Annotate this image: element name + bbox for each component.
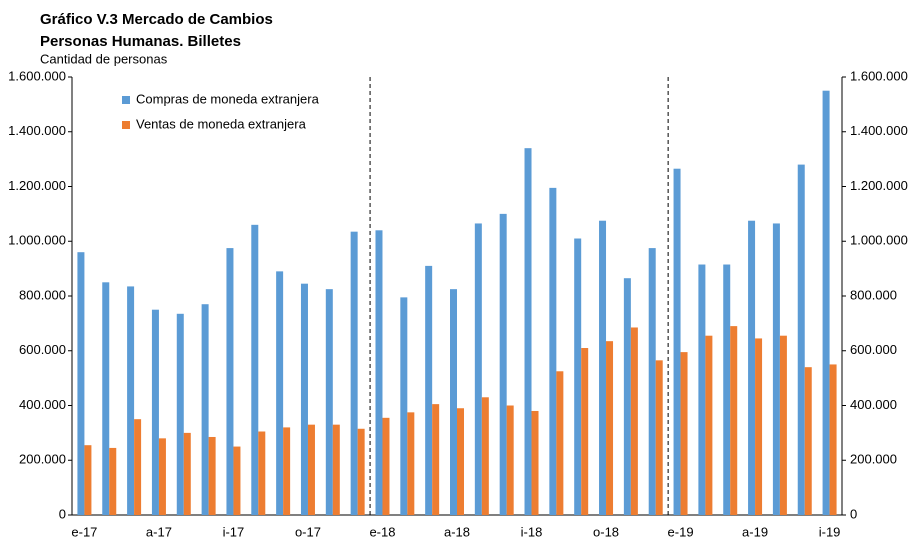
y2-tick-label: 1.400.000	[850, 123, 908, 138]
bar	[705, 335, 713, 515]
bar	[176, 313, 184, 515]
bar	[258, 431, 266, 515]
bar	[506, 405, 514, 515]
x-tick-label: i-17	[223, 524, 245, 539]
y2-tick-label: 0	[850, 506, 857, 521]
bar	[102, 282, 110, 515]
bar	[226, 248, 234, 515]
bar	[127, 286, 135, 515]
bar	[307, 424, 315, 515]
bar	[599, 220, 607, 515]
bar	[655, 360, 663, 515]
y-tick-label: 0	[59, 506, 66, 521]
bar	[556, 371, 564, 515]
bar	[375, 230, 383, 516]
y-tick-label: 400.000	[19, 397, 66, 412]
legend-swatch	[122, 121, 130, 129]
bar	[581, 348, 589, 515]
bar	[779, 335, 787, 515]
bar	[772, 223, 780, 516]
bar	[606, 341, 614, 515]
x-tick-label: e-17	[71, 524, 97, 539]
bar	[300, 283, 308, 515]
x-tick-label: e-19	[668, 524, 694, 539]
bar	[151, 309, 159, 515]
bar	[623, 278, 631, 515]
x-tick-label: e-18	[369, 524, 395, 539]
bar	[748, 220, 756, 515]
bar	[524, 148, 532, 516]
y-tick-label: 1.000.000	[8, 233, 66, 248]
bar	[382, 417, 390, 515]
y-tick-label: 800.000	[19, 287, 66, 302]
bar	[630, 327, 638, 515]
chart-subtitle: Personas Humanas. Billetes	[40, 33, 241, 50]
bar	[574, 238, 582, 515]
y-tick-label: 1.400.000	[8, 123, 66, 138]
bar	[332, 424, 340, 515]
y2-tick-label: 1.200.000	[850, 178, 908, 193]
legend-label: Compras de moneda extranjera	[136, 91, 320, 106]
x-tick-label: o-17	[295, 524, 321, 539]
bar	[549, 187, 557, 515]
bar	[208, 436, 216, 515]
y2-tick-label: 400.000	[850, 397, 897, 412]
bar	[183, 432, 191, 515]
x-tick-label: a-18	[444, 524, 470, 539]
bar	[680, 352, 688, 515]
y2-tick-label: 200.000	[850, 452, 897, 467]
y2-tick-label: 1.000.000	[850, 233, 908, 248]
x-tick-label: i-18	[521, 524, 543, 539]
bar	[829, 364, 837, 515]
bar	[350, 231, 358, 515]
bar	[400, 297, 408, 515]
bar	[457, 408, 464, 515]
x-tick-label: i-19	[819, 524, 841, 539]
bar	[723, 264, 731, 515]
chart-title: Gráfico V.3 Mercado de Cambios	[40, 11, 273, 28]
bar	[797, 164, 805, 515]
bar	[77, 252, 85, 515]
bar	[648, 248, 656, 515]
y-tick-label: 600.000	[19, 342, 66, 357]
bar	[425, 265, 433, 515]
bar	[804, 367, 812, 515]
bar	[531, 410, 539, 515]
bar	[450, 289, 457, 515]
bar	[158, 438, 166, 515]
legend-swatch	[122, 96, 130, 104]
x-tick-label: a-17	[146, 524, 172, 539]
y-axis-label: Cantidad de personas	[40, 51, 168, 66]
bar	[481, 397, 489, 515]
bar	[84, 445, 92, 515]
bar	[673, 168, 681, 516]
x-tick-label: o-18	[593, 524, 619, 539]
y2-tick-label: 800.000	[850, 287, 897, 302]
bar	[499, 213, 507, 515]
bar	[109, 447, 117, 515]
bar	[730, 326, 738, 515]
bar	[233, 446, 241, 515]
bar	[755, 338, 763, 515]
bar	[432, 404, 440, 515]
y-tick-label: 1.200.000	[8, 178, 66, 193]
bar	[134, 419, 142, 515]
y-tick-label: 200.000	[19, 452, 66, 467]
y2-tick-label: 600.000	[850, 342, 897, 357]
y2-tick-label: 1.600.000	[850, 68, 908, 83]
bar	[251, 224, 259, 515]
legend-label: Ventas de moneda extranjera	[136, 116, 307, 131]
bar	[474, 223, 482, 516]
bar	[325, 289, 333, 515]
x-tick-label: a-19	[742, 524, 768, 539]
bar	[201, 304, 209, 515]
bar	[698, 264, 706, 515]
bar	[283, 427, 291, 515]
bar	[407, 412, 415, 515]
bar	[822, 90, 830, 515]
bar	[357, 428, 365, 515]
y-tick-label: 1.600.000	[8, 68, 66, 83]
bar	[276, 271, 284, 515]
